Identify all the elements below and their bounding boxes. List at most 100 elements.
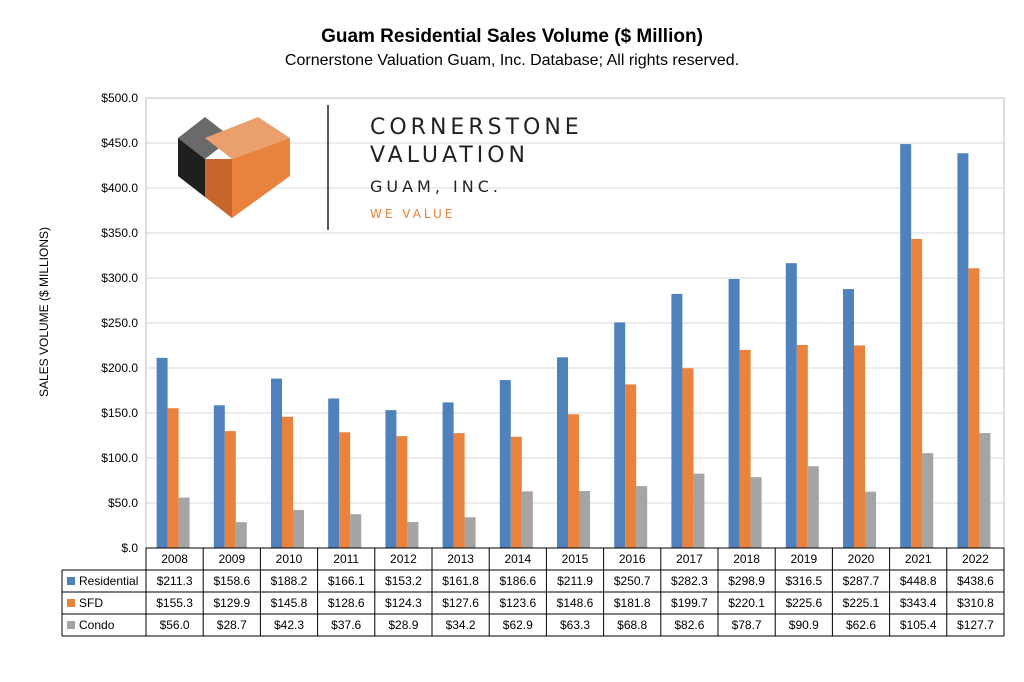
data-label: $316.5	[785, 574, 822, 588]
legend-label-sfd: SFD	[79, 596, 103, 610]
bar-condo-2017	[693, 473, 705, 548]
data-label: $129.9	[213, 596, 250, 610]
y-tick-label: $200.0	[101, 361, 138, 375]
data-label: $220.1	[728, 596, 765, 610]
chart-title: Guam Residential Sales Volume ($ Million…	[321, 26, 703, 47]
data-label: $28.9	[388, 618, 418, 632]
y-tick-label: $250.0	[101, 316, 138, 330]
x-tick-label: 2013	[447, 552, 474, 566]
data-label: $188.2	[271, 574, 308, 588]
bar-residential-2010	[271, 378, 282, 548]
legend-label-residential: Residential	[79, 574, 138, 588]
x-tick-label: 2011	[333, 552, 359, 566]
data-label: $225.6	[785, 596, 822, 610]
y-tick-label: $150.0	[101, 406, 138, 420]
logo-cube-orange-right	[232, 138, 290, 218]
data-label: $78.7	[732, 618, 762, 632]
bar-residential-2020	[843, 289, 854, 548]
y-tick-label: $300.0	[101, 271, 138, 285]
data-label: $438.6	[957, 574, 994, 588]
bar-condo-2011	[350, 514, 362, 548]
legend-label-condo: Condo	[79, 618, 115, 632]
data-label: $282.3	[671, 574, 708, 588]
data-label: $128.6	[328, 596, 365, 610]
x-tick-label: 2020	[848, 552, 875, 566]
data-label: $155.3	[156, 596, 193, 610]
data-label: $34.2	[446, 618, 476, 632]
y-tick-label: $500.0	[101, 91, 138, 105]
data-label: $211.9	[557, 574, 593, 588]
x-tick-label: 2012	[390, 552, 417, 566]
data-label: $127.7	[957, 618, 994, 632]
bar-condo-2022	[979, 433, 991, 548]
data-label: $158.6	[213, 574, 250, 588]
bar-sfd-2020	[854, 345, 865, 548]
data-label: $105.4	[900, 618, 937, 632]
bar-condo-2013	[464, 517, 476, 548]
bar-residential-2021	[900, 144, 912, 548]
data-label: $211.3	[157, 574, 193, 588]
bar-sfd-2012	[396, 436, 408, 548]
data-label: $310.8	[957, 596, 994, 610]
data-label: $82.6	[674, 618, 704, 632]
data-label: $287.7	[843, 574, 880, 588]
bar-sfd-2018	[739, 349, 751, 548]
bar-condo-2009	[235, 522, 247, 548]
bar-condo-2020	[865, 491, 876, 548]
data-label: $62.9	[503, 618, 533, 632]
x-tick-label: 2008	[161, 552, 188, 566]
data-label: $298.9	[728, 574, 765, 588]
bar-sfd-2016	[625, 384, 637, 548]
data-label: $123.6	[499, 596, 536, 610]
x-tick-label: 2015	[562, 552, 589, 566]
data-label: $37.6	[331, 618, 361, 632]
bar-sfd-2011	[339, 432, 351, 548]
chart-subtitle: Cornerstone Valuation Guam, Inc. Databas…	[284, 52, 740, 69]
y-tick-label: $50.0	[108, 496, 138, 510]
data-label: $124.3	[385, 596, 422, 610]
bar-residential-2009	[213, 405, 225, 548]
bar-sfd-2021	[911, 238, 923, 548]
data-label: $166.1	[328, 574, 365, 588]
data-label: $448.8	[900, 574, 937, 588]
bar-sfd-2019	[796, 344, 808, 548]
bar-sfd-2008	[167, 408, 179, 548]
data-label: $42.3	[274, 618, 304, 632]
bar-sfd-2014	[510, 436, 522, 548]
x-tick-label: 2017	[676, 552, 703, 566]
x-tick-label: 2010	[276, 552, 303, 566]
bar-sfd-2013	[453, 433, 465, 548]
x-tick-label: 2022	[962, 552, 989, 566]
bar-condo-2008	[178, 497, 190, 548]
bar-sfd-2009	[224, 431, 236, 548]
legend-swatch-condo	[67, 621, 75, 629]
bar-residential-2011	[328, 398, 340, 548]
bar-condo-2014	[521, 491, 533, 548]
bar-condo-2016	[636, 486, 648, 548]
data-label: $127.6	[442, 596, 479, 610]
data-label: $250.7	[614, 574, 651, 588]
data-label: $161.8	[442, 574, 479, 588]
logo-line-2: VALUATION	[370, 143, 529, 168]
bar-residential-2017	[671, 293, 683, 548]
bar-condo-2021	[922, 453, 934, 548]
logo-cube-orange-left	[205, 159, 232, 218]
logo-cube-left	[178, 138, 205, 197]
bar-sfd-2017	[682, 368, 694, 548]
bar-residential-2015	[557, 357, 568, 548]
x-tick-label: 2014	[504, 552, 531, 566]
bar-condo-2015	[579, 491, 590, 548]
logo-line-1: CORNERSTONE	[370, 115, 583, 140]
logo-cube-orange-top	[205, 117, 290, 159]
logo-tagline: WE VALUE	[370, 207, 455, 221]
data-label: $56.0	[160, 618, 190, 632]
data-label: $153.2	[385, 574, 422, 588]
bar-condo-2010	[293, 509, 304, 548]
x-tick-label: 2016	[619, 552, 646, 566]
y-tick-label: $400.0	[101, 181, 138, 195]
y-tick-label: $350.0	[101, 226, 138, 240]
data-label: $199.7	[671, 596, 708, 610]
data-table: 2008 2009 2010 2011 2012 2013 2014 2015 2016 2017…	[61, 547, 1005, 637]
data-label: $225.1	[843, 596, 880, 610]
bar-residential-2008	[156, 357, 168, 548]
